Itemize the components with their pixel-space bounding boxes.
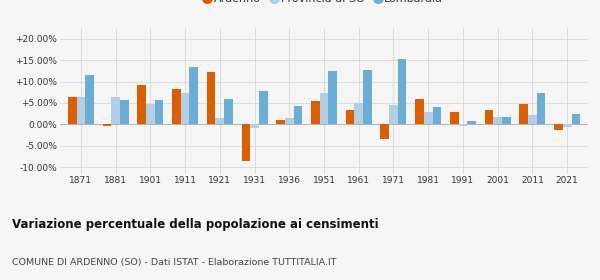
Bar bbox=[355, 103, 363, 124]
Bar bbox=[215, 118, 224, 124]
Bar bbox=[293, 106, 302, 124]
Bar bbox=[563, 124, 571, 127]
Bar bbox=[467, 121, 476, 124]
Bar bbox=[380, 124, 389, 139]
Bar bbox=[328, 71, 337, 124]
Bar bbox=[224, 99, 233, 124]
Bar bbox=[103, 124, 111, 126]
Bar bbox=[320, 93, 328, 124]
Text: Variazione percentuale della popolazione ai censimenti: Variazione percentuale della popolazione… bbox=[12, 218, 379, 231]
Bar bbox=[528, 115, 537, 124]
Bar bbox=[424, 111, 433, 124]
Bar bbox=[250, 124, 259, 128]
Bar bbox=[207, 72, 215, 124]
Bar bbox=[311, 101, 320, 124]
Bar bbox=[111, 97, 120, 124]
Bar bbox=[398, 59, 407, 124]
Bar bbox=[389, 105, 398, 124]
Bar bbox=[120, 100, 128, 124]
Bar bbox=[190, 67, 198, 124]
Legend: Ardenno, Provincia di SO, Lombardia: Ardenno, Provincia di SO, Lombardia bbox=[200, 0, 448, 9]
Bar bbox=[259, 90, 268, 124]
Bar bbox=[537, 93, 545, 124]
Bar bbox=[485, 110, 493, 124]
Bar bbox=[493, 117, 502, 124]
Bar bbox=[181, 93, 190, 124]
Bar bbox=[285, 118, 293, 124]
Bar bbox=[520, 104, 528, 124]
Bar bbox=[502, 117, 511, 124]
Bar bbox=[433, 107, 441, 124]
Bar bbox=[363, 69, 372, 124]
Bar bbox=[241, 124, 250, 161]
Bar bbox=[450, 112, 458, 124]
Bar bbox=[137, 85, 146, 124]
Bar bbox=[571, 114, 580, 124]
Bar bbox=[415, 99, 424, 124]
Bar bbox=[77, 97, 85, 124]
Bar bbox=[554, 124, 563, 130]
Bar bbox=[458, 124, 467, 126]
Bar bbox=[346, 110, 355, 124]
Bar bbox=[68, 97, 77, 124]
Bar bbox=[146, 104, 155, 124]
Bar bbox=[172, 89, 181, 124]
Bar bbox=[155, 100, 163, 124]
Bar bbox=[85, 75, 94, 124]
Bar bbox=[276, 120, 285, 124]
Text: COMUNE DI ARDENNO (SO) - Dati ISTAT - Elaborazione TUTTITALIA.IT: COMUNE DI ARDENNO (SO) - Dati ISTAT - El… bbox=[12, 258, 337, 267]
